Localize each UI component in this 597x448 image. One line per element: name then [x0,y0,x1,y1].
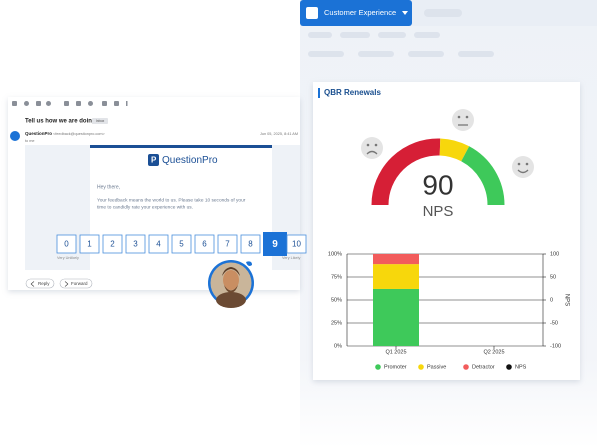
low-label: Very Unlikely [57,256,79,260]
forward-label[interactable]: Forward [71,281,88,286]
reply-label[interactable]: Reply [38,281,50,286]
email-toolbar [12,101,128,106]
logo-icon [148,154,159,166]
dropdown[interactable] [300,0,412,26]
y2-tick-label: 100 [550,251,559,257]
logo-text: QuestionPro [162,155,218,166]
legend-swatch [375,364,381,370]
sender-email: <feedback@questionpro.com> [53,132,106,136]
scale-box[interactable] [263,232,287,256]
y2-axis-title: NPS [563,294,569,306]
placeholder-rows [308,32,494,57]
legend-swatch [418,364,424,370]
body-top-bar [90,145,272,148]
scale-number: 0 [64,240,69,249]
face-neutral [452,109,474,131]
legend-label[interactable]: Passive [427,364,446,370]
y2-tick-label: -50 [550,320,558,326]
gauge-detractor [371,138,441,206]
card-title: QBR Renewals [324,88,381,97]
y-tick-label: 75% [331,274,342,280]
legend-label[interactable]: NPS [515,364,527,370]
scale-box[interactable] [56,234,77,254]
email-tag: Inbox [96,119,105,123]
user-avatar [208,260,254,308]
app-icon [306,7,318,19]
legend-swatch [463,364,469,370]
placeholder [424,9,462,17]
logo-mark: P [151,156,157,165]
email-subject: Tell us how we are doing! [25,119,98,125]
y-tick-label: 50% [331,297,342,303]
email-tag-bg [92,118,108,124]
scale-box[interactable] [148,234,169,254]
scale-number: 1 [87,240,92,249]
y-tick-label: 25% [331,320,342,326]
x-tick-label: Q1 2025 [385,349,406,355]
legend-swatch [506,364,512,370]
dropdown-label[interactable]: Customer Experience [324,8,396,17]
greeting: Hey there, [97,184,120,190]
scale-number: 3 [133,240,138,249]
y-tick-label: 0% [334,343,342,349]
bar-segment [373,288,419,346]
nps-scale: 0 1 2 3 4 5 6 7 8 9 10 [56,232,307,256]
scale-number: 8 [248,240,253,249]
scale-box[interactable] [217,234,238,254]
sender-avatar [10,131,20,141]
reply-icon [30,281,35,287]
face-happy [512,156,534,178]
body-line: Your feedback means the world to us. Ple… [97,197,246,203]
x-tick-label: Q2 2025 [483,349,504,355]
scale-number: 5 [179,240,184,249]
high-label: Very Likely [282,256,300,260]
scale-box[interactable] [125,234,146,254]
scale-box[interactable] [171,234,192,254]
recipient: to me [25,139,35,143]
scale-number: 7 [225,240,230,249]
y2-tick-label: 0 [550,297,553,303]
bar-segment [373,254,419,265]
scale-box[interactable] [194,234,215,254]
scale-number: 9 [272,239,278,250]
scale-box[interactable] [102,234,123,254]
email-date: Jun 05, 2025, 8:41 AM [260,132,298,136]
gauge-promoter [460,146,505,206]
forward-button[interactable] [59,278,93,289]
title-accent [318,88,320,98]
chart: 0% 25% 50% 75% 100% -100 -50 0 50 100 NPS Q1 2025 Q2… [328,251,570,370]
scale-box[interactable] [286,234,307,254]
scale-box[interactable] [240,234,261,254]
dropdown-caret [402,11,408,15]
forward-icon [64,281,69,287]
gauge-label: NPS [423,203,454,220]
y-tick-label: 100% [328,251,342,257]
bar-segment [373,264,419,289]
legend-label[interactable]: Promoter [384,364,407,370]
y2-tick-label: -100 [550,343,561,349]
gauge-passive [439,138,470,162]
face-sad [361,137,383,159]
scale-box[interactable] [79,234,100,254]
y2-tick-label: 50 [550,274,556,280]
body-line: time to candidly rate your experience wi… [97,204,193,210]
scale-number: 4 [156,240,161,249]
scale-number: 2 [110,240,115,249]
scale-number: 6 [202,240,207,249]
sender-name: QuestionPro [25,131,52,136]
scale-number: 10 [292,240,301,249]
report-card [313,82,580,380]
gauge-value: 90 [422,169,453,200]
legend-label[interactable]: Detractor [472,364,495,370]
